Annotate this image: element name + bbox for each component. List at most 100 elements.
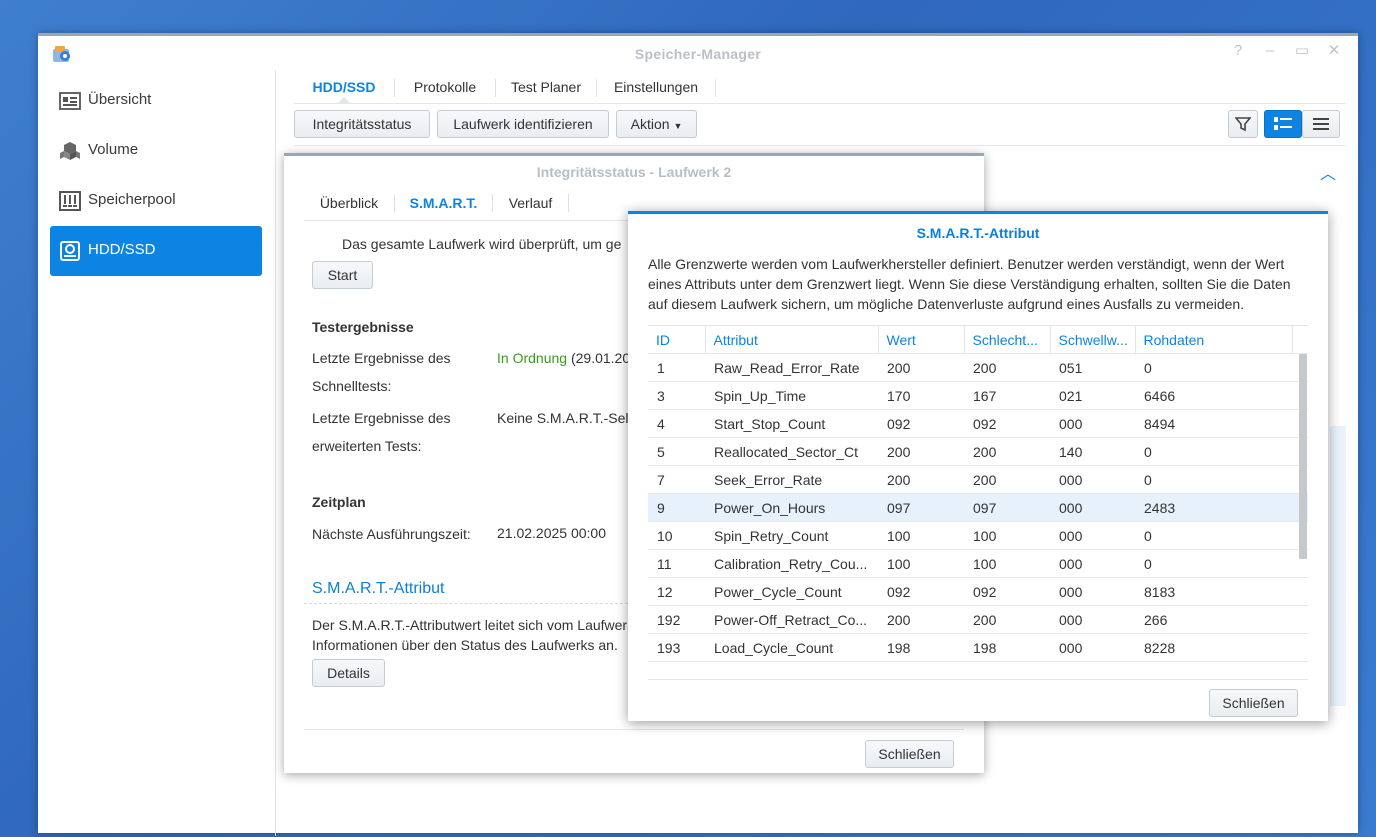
cell-value: 198 — [878, 633, 964, 662]
table-row[interactable]: 10 Spin_Retry_Count 100 100 000 0 — [648, 521, 1308, 550]
list-view-button[interactable] — [1302, 110, 1340, 138]
next-run-value: 21.02.2025 00:00 — [497, 525, 606, 541]
cell-threshold: 140 — [1050, 437, 1135, 466]
schedule-heading: Zeitplan — [312, 494, 366, 510]
cell-worst: 100 — [964, 521, 1050, 550]
tab-protocols[interactable]: Protokolle — [413, 79, 477, 95]
cell-raw: 6466 — [1135, 381, 1292, 410]
table-row[interactable]: 12 Power_Cycle_Count 092 092 000 8183 — [648, 577, 1308, 606]
cell-raw: 0 — [1135, 465, 1292, 494]
cell-raw: 8494 — [1135, 409, 1292, 438]
minimize-icon[interactable]: – — [1265, 42, 1275, 59]
cell-id: 5 — [648, 437, 705, 466]
column-header-worst[interactable]: Schlecht... — [964, 325, 1051, 354]
sidebar-item-label: HDD/SSD — [88, 241, 156, 258]
cell-id: 7 — [648, 465, 705, 494]
cell-raw: 0 — [1135, 549, 1292, 578]
action-dropdown[interactable]: Aktion ▼ — [616, 110, 697, 138]
sidebar-item-hdd-ssd[interactable]: HDD/SSD — [50, 226, 262, 276]
cell-threshold: 000 — [1050, 465, 1135, 494]
background-panel-edge — [1330, 426, 1346, 706]
table-scrollbar[interactable] — [1299, 354, 1307, 559]
details-button[interactable]: Details — [312, 659, 385, 687]
sidebar-item-label: Volume — [88, 141, 139, 158]
smart-description-1: Alle Grenzwerte werden vom Laufwerkherst… — [648, 256, 1285, 272]
title-bar[interactable]: Speicher-Manager ? – ▭ ✕ — [38, 36, 1358, 70]
column-header-spacer — [1292, 325, 1308, 354]
help-icon[interactable]: ? — [1233, 42, 1243, 59]
cell-raw: 0 — [1135, 437, 1292, 466]
filter-button[interactable] — [1228, 110, 1258, 138]
table-row[interactable]: 11 Calibration_Retry_Cou... 100 100 000 0 — [648, 549, 1308, 578]
cell-id: 3 — [648, 381, 705, 410]
table-row[interactable]: 5 Reallocated_Sector_Ct 200 200 140 0 — [648, 437, 1308, 466]
integrity-status-button[interactable]: Integritätsstatus — [294, 110, 430, 138]
quick-test-label: Letzte Ergebnisse des — [312, 350, 451, 366]
tab-test-scheduler[interactable]: Test Planer — [510, 79, 582, 95]
cell-id: 4 — [648, 409, 705, 438]
table-row[interactable]: 3 Spin_Up_Time 170 167 021 6466 — [648, 381, 1308, 410]
identify-drive-button[interactable]: Laufwerk identifizieren — [437, 110, 609, 138]
cell-value: 097 — [878, 493, 964, 522]
cell-value: 170 — [878, 381, 964, 410]
test-intro-text: Das gesamte Laufwerk wird überprüft, um … — [342, 236, 622, 252]
cell-spacer — [1292, 633, 1308, 662]
column-header-threshold[interactable]: Schwellw... — [1050, 325, 1136, 354]
sidebar-item-storage-pool[interactable]: Speicherpool — [50, 176, 262, 226]
tab-separator — [394, 194, 395, 212]
storage-pool-icon — [59, 190, 81, 212]
table-row[interactable]: 1 Raw_Read_Error_Rate 200 200 051 0 — [648, 353, 1308, 382]
column-header-raw[interactable]: Rohdaten — [1135, 325, 1293, 354]
cell-spacer — [1292, 577, 1308, 606]
cell-threshold: 000 — [1050, 409, 1135, 438]
cell-attribute: Raw_Read_Error_Rate — [705, 353, 878, 382]
cell-worst: 200 — [964, 437, 1050, 466]
cell-attribute: Reallocated_Sector_Ct — [705, 437, 878, 466]
window-title: Speicher-Manager — [634, 46, 762, 62]
cell-worst: 198 — [964, 633, 1050, 662]
cell-threshold: 051 — [1050, 353, 1135, 382]
table-row[interactable]: 9 Power_On_Hours 097 097 000 2483 — [648, 493, 1308, 522]
tab-history[interactable]: Verlauf — [508, 195, 553, 211]
close-button[interactable]: Schließen — [865, 740, 954, 768]
tab-overview[interactable]: Überblick — [319, 195, 379, 211]
status-ok-text: In Ordnung — [497, 350, 568, 366]
cell-threshold: 000 — [1050, 549, 1135, 578]
cell-id: 10 — [648, 521, 705, 550]
close-icon[interactable]: ✕ — [1327, 42, 1341, 59]
cell-raw: 0 — [1135, 521, 1292, 550]
cell-worst: 167 — [964, 381, 1050, 410]
maximize-icon[interactable]: ▭ — [1294, 42, 1310, 59]
table-header-row: ID Attribut Wert Schlecht... Schwellw...… — [648, 325, 1308, 354]
column-header-value[interactable]: Wert — [878, 325, 965, 354]
sidebar-item-overview[interactable]: Übersicht — [50, 76, 262, 126]
chevron-up-icon[interactable]: ︿ — [1320, 166, 1337, 183]
tab-separator — [495, 79, 496, 97]
detail-view-button[interactable] — [1264, 110, 1302, 138]
extended-test-label: Letzte Ergebnisse des — [312, 410, 451, 426]
table-row[interactable]: 193 Load_Cycle_Count 198 198 000 8228 — [648, 633, 1308, 662]
cell-worst: 200 — [964, 465, 1050, 494]
sidebar-item-volume[interactable]: Volume — [50, 126, 262, 176]
table-row[interactable]: 192 Power-Off_Retract_Co... 200 200 000 266 — [648, 605, 1308, 634]
cell-worst: 200 — [964, 353, 1050, 382]
column-header-attribute[interactable]: Attribut — [705, 325, 879, 354]
tab-separator — [568, 194, 569, 212]
cell-value: 200 — [878, 437, 964, 466]
table-row[interactable]: 4 Start_Stop_Count 092 092 000 8494 — [648, 409, 1308, 438]
sidebar-item-label: Übersicht — [88, 91, 152, 108]
column-header-id[interactable]: ID — [648, 325, 706, 354]
tab-hdd-ssd[interactable]: HDD/SSD — [312, 79, 376, 95]
hdd-icon — [59, 240, 81, 262]
tab-smart[interactable]: S.M.A.R.T. — [409, 195, 478, 211]
table-row[interactable]: 7 Seek_Error_Rate 200 200 000 0 — [648, 465, 1308, 494]
quick-test-result: In Ordnung (29.01.20 — [497, 350, 630, 366]
cell-worst: 097 — [964, 493, 1050, 522]
start-button[interactable]: Start — [312, 261, 373, 289]
cell-threshold: 000 — [1050, 521, 1135, 550]
tab-separator — [492, 194, 493, 212]
tab-settings[interactable]: Einstellungen — [613, 79, 699, 95]
cell-threshold: 000 — [1050, 633, 1135, 662]
close-button[interactable]: Schließen — [1209, 689, 1298, 717]
cell-id: 12 — [648, 577, 705, 606]
